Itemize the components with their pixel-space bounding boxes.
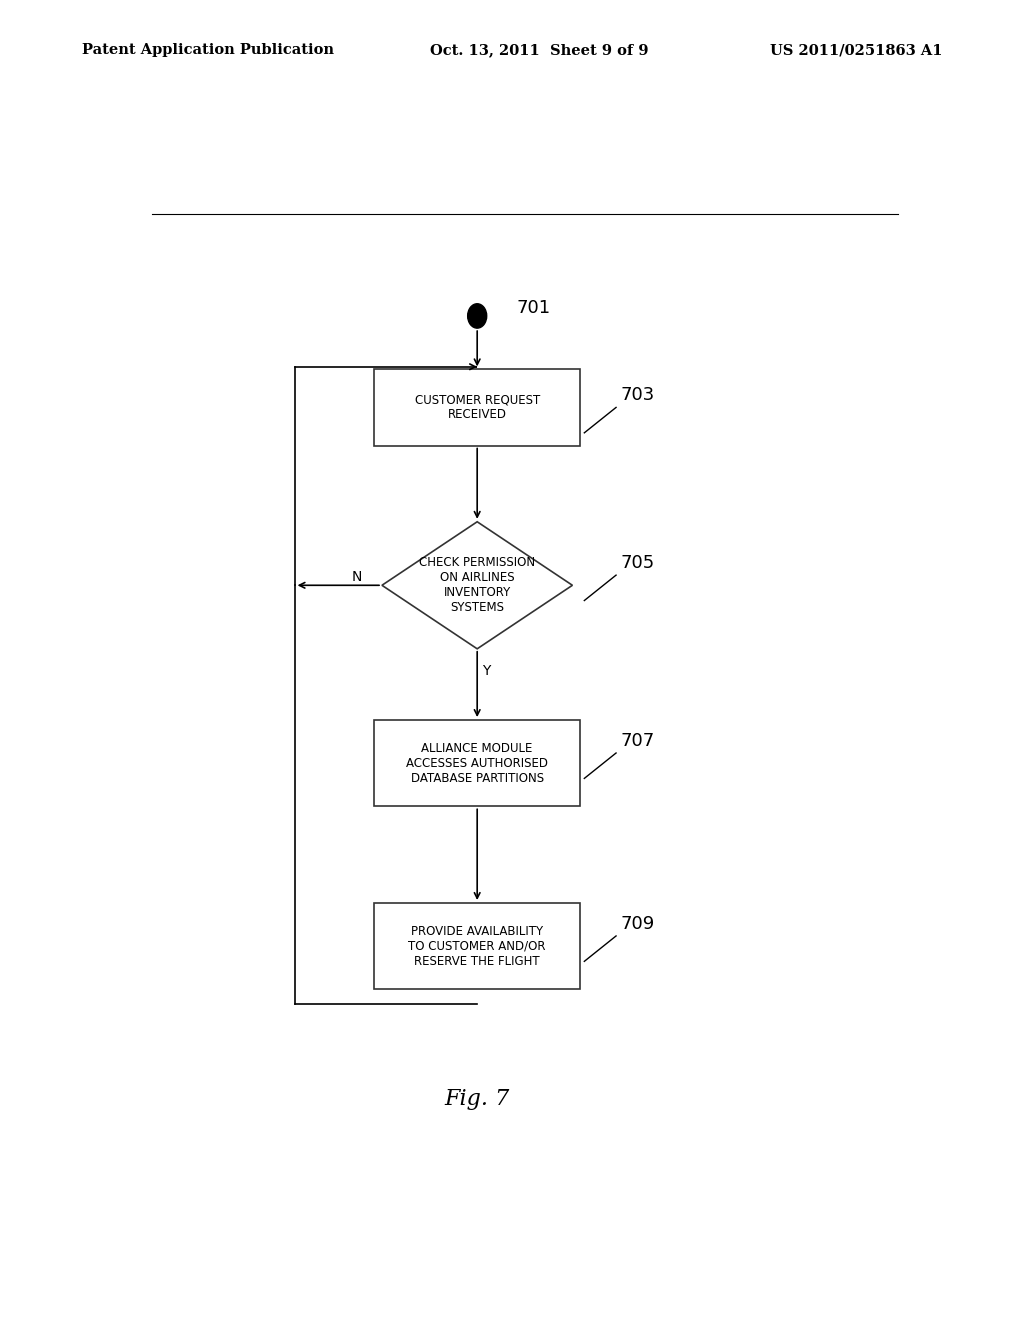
Text: N: N: [351, 570, 362, 585]
Polygon shape: [382, 521, 572, 649]
Text: US 2011/0251863 A1: US 2011/0251863 A1: [770, 44, 942, 57]
Text: CUSTOMER REQUEST
RECEIVED: CUSTOMER REQUEST RECEIVED: [415, 393, 540, 421]
Text: Patent Application Publication: Patent Application Publication: [82, 44, 334, 57]
Text: ALLIANCE MODULE
ACCESSES AUTHORISED
DATABASE PARTITIONS: ALLIANCE MODULE ACCESSES AUTHORISED DATA…: [407, 742, 548, 784]
Text: Oct. 13, 2011  Sheet 9 of 9: Oct. 13, 2011 Sheet 9 of 9: [430, 44, 648, 57]
Bar: [374, 370, 581, 446]
Text: 705: 705: [620, 554, 654, 572]
Bar: [374, 719, 581, 807]
Text: 707: 707: [620, 733, 654, 750]
Circle shape: [468, 304, 486, 329]
Text: 703: 703: [620, 387, 654, 404]
Text: CHECK PERMISSION
ON AIRLINES
INVENTORY
SYSTEMS: CHECK PERMISSION ON AIRLINES INVENTORY S…: [419, 556, 536, 614]
Text: 709: 709: [620, 915, 654, 933]
Text: 701: 701: [517, 298, 551, 317]
Text: Y: Y: [482, 664, 490, 678]
Text: PROVIDE AVAILABILITY
TO CUSTOMER AND/OR
RESERVE THE FLIGHT: PROVIDE AVAILABILITY TO CUSTOMER AND/OR …: [409, 924, 546, 968]
Text: Fig. 7: Fig. 7: [444, 1088, 510, 1110]
Bar: [374, 903, 581, 989]
